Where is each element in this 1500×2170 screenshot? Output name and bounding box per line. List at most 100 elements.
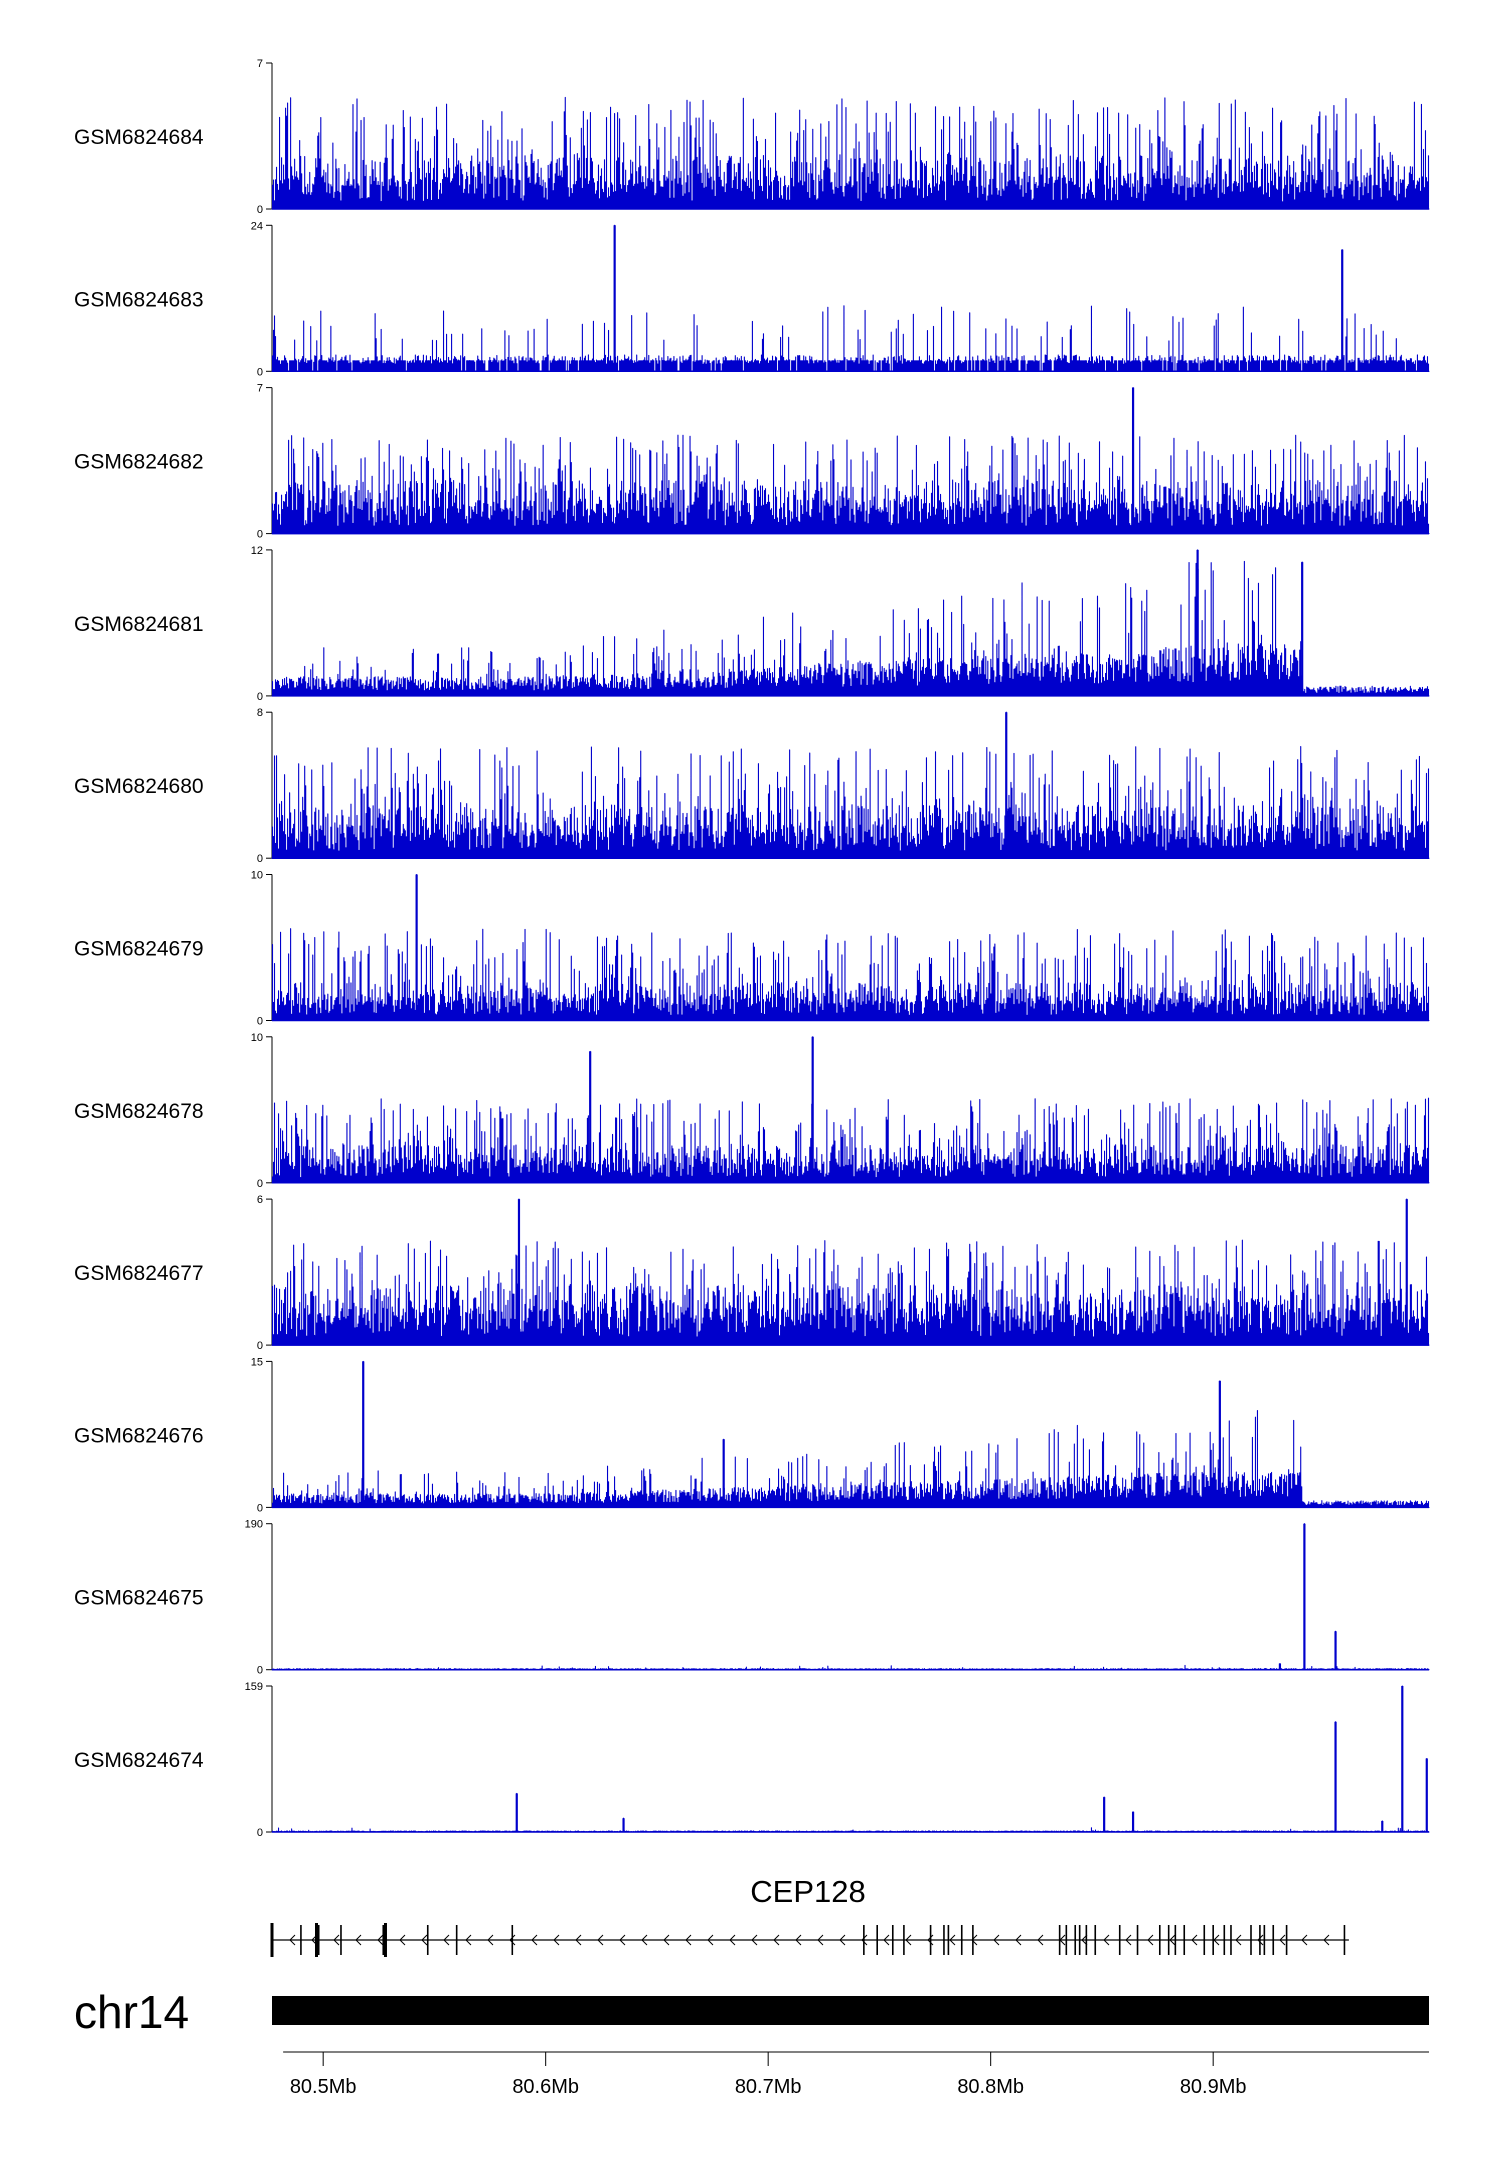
strand-arrow [289, 1934, 296, 1946]
strand-arrow [839, 1934, 846, 1946]
y-max-label: 12 [251, 545, 263, 557]
y-max-label: 8 [257, 707, 263, 719]
track-label: GSM6824681 [74, 613, 204, 636]
y-axis: 15 0 [251, 1356, 273, 1514]
strand-arrow [1257, 1934, 1264, 1946]
y-max-label: 24 [251, 220, 263, 232]
y-max-label: 190 [245, 1519, 263, 1531]
y-axis: 80 [257, 707, 273, 865]
y-axis: 10 0 [251, 1032, 273, 1190]
track-label: GSM6824680 [74, 775, 204, 798]
y-min-label: 0 [257, 1827, 263, 1839]
track-label: GSM6824674 [74, 1749, 204, 1772]
strand-arrow [1191, 1934, 1198, 1946]
y-axis: 10 0 [251, 870, 273, 1028]
strand-arrow [509, 1934, 516, 1946]
track-label: GSM6824675 [74, 1587, 204, 1610]
x-tick-label: 80.6Mb [512, 2076, 579, 2098]
y-max-label: 15 [251, 1356, 263, 1368]
strand-arrow [1015, 1934, 1022, 1946]
strand-arrow [1323, 1934, 1330, 1946]
strand-arrow [817, 1934, 824, 1946]
track-GSM6824676: GSM6824676 15 0 [74, 1356, 1430, 1514]
track-label: GSM6824678 [74, 1100, 204, 1123]
y-min-label: 0 [257, 1178, 263, 1190]
y-max-label: 7 [257, 58, 263, 70]
track-GSM6824679: GSM6824679 10 0 [74, 870, 1430, 1028]
strand-arrow [487, 1934, 494, 1946]
coverage-signal [271, 1685, 1430, 1833]
strand-arrow [1169, 1934, 1176, 1946]
coverage-signal [271, 1198, 1430, 1346]
strand-arrow [531, 1934, 538, 1946]
coverage-signal [271, 96, 1430, 210]
strand-arrow [641, 1934, 648, 1946]
strand-arrow [795, 1934, 802, 1946]
y-min-label: 0 [257, 1502, 263, 1514]
y-min-label: 0 [257, 1016, 263, 1028]
strand-arrow [861, 1934, 868, 1946]
y-axis: 60 [257, 1194, 273, 1352]
coverage-signal [271, 1523, 1430, 1671]
ideogram-track: chr14 [74, 1986, 1429, 2038]
y-min-label: 0 [257, 529, 263, 541]
chromosome-label: chr14 [74, 1986, 189, 2038]
track-GSM6824678: GSM6824678 10 0 [74, 1032, 1430, 1190]
coverage-signal [271, 1036, 1430, 1184]
y-axis: 70 [257, 383, 273, 541]
strand-arrow [1279, 1934, 1286, 1946]
y-min-label: 0 [257, 853, 263, 865]
coverage-signal [271, 1360, 1430, 1508]
track-label: GSM6824684 [74, 126, 204, 149]
strand-arrow [1213, 1934, 1220, 1946]
y-min-label: 0 [257, 691, 263, 703]
track-label: GSM6824676 [74, 1424, 204, 1447]
coverage-signal [271, 873, 1430, 1022]
strand-arrow [949, 1934, 956, 1946]
strand-arrow [663, 1934, 670, 1946]
strand-arrow [905, 1934, 912, 1946]
y-max-label: 6 [257, 1194, 263, 1206]
gene-name-label: CEP128 [750, 1874, 865, 1909]
strand-arrow [355, 1934, 362, 1946]
y-axis: 24 0 [251, 220, 273, 378]
strand-arrow [707, 1934, 714, 1946]
strand-arrow [1125, 1934, 1132, 1946]
strand-arrow [553, 1934, 560, 1946]
strand-arrow [883, 1934, 890, 1946]
x-tick-label: 80.8Mb [957, 2076, 1024, 2098]
strand-arrow [619, 1934, 626, 1946]
strand-arrow [773, 1934, 780, 1946]
y-axis: 70 [257, 58, 273, 216]
strand-arrow [399, 1934, 406, 1946]
strand-arrow [971, 1934, 978, 1946]
strand-arrow [751, 1934, 758, 1946]
strand-arrow [377, 1934, 384, 1946]
y-max-label: 10 [251, 1032, 263, 1044]
track-GSM6824684: GSM6824684 70 [74, 58, 1430, 216]
strand-arrow [1037, 1934, 1044, 1946]
strand-arrow [597, 1934, 604, 1946]
chromosome-bar [272, 1996, 1429, 2025]
y-axis: 12 0 [251, 545, 273, 703]
x-tick-label: 80.5Mb [290, 2076, 357, 2098]
strand-arrow [1235, 1934, 1242, 1946]
track-label: GSM6824679 [74, 938, 204, 961]
coverage-signal [271, 549, 1430, 697]
genomic-x-axis: 80.5Mb 80.6Mb 80.7Mb 80.8Mb 80.9Mb [283, 2051, 1429, 2098]
y-max-label: 10 [251, 870, 263, 882]
x-tick-label: 80.7Mb [735, 2076, 802, 2098]
strand-arrow [1103, 1934, 1110, 1946]
gene-track: CEP128 [270, 1874, 1349, 1957]
strand-arrow [465, 1934, 472, 1946]
y-min-label: 0 [257, 366, 263, 378]
track-label: GSM6824682 [74, 451, 204, 474]
strand-arrow [685, 1934, 692, 1946]
y-max-label: 7 [257, 383, 263, 395]
track-label: GSM6824683 [74, 288, 204, 311]
